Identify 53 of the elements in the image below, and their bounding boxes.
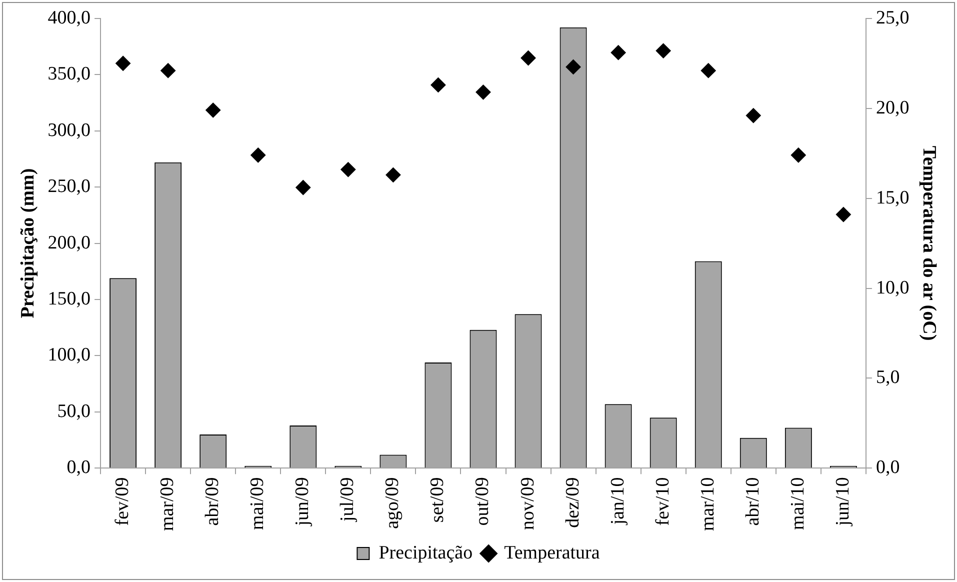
point	[296, 180, 311, 196]
point	[476, 84, 491, 100]
y-tick-label: 0,0	[66, 457, 91, 478]
x-tick-label: set/09	[427, 477, 448, 523]
point	[116, 56, 131, 71]
y2-tick-label: 5,0	[876, 367, 900, 388]
x-tick-label: jan/10	[607, 477, 628, 526]
x-tick-label: nov/09	[517, 477, 538, 530]
point	[386, 167, 401, 182]
y-tick-label: 200,0	[48, 232, 91, 254]
point	[746, 108, 761, 124]
y2-axis-title: Temperatura do ar (oC)	[918, 146, 940, 341]
x-tick-label: mai/09	[247, 477, 268, 530]
point	[430, 77, 446, 92]
point	[700, 63, 716, 78]
point	[250, 148, 266, 163]
x-tick-label: jun/09	[292, 477, 314, 527]
x-tick-label: fev/10	[652, 477, 674, 526]
x-tick-label: dez/09	[562, 477, 584, 528]
y2-tick-label: 0,0	[876, 457, 900, 478]
x-tick-label: mai/10	[787, 477, 808, 530]
x-tick-label: fev/09	[112, 477, 134, 526]
point	[656, 43, 671, 58]
legend-label: Precipitação	[378, 542, 473, 564]
y-tick-label: 50,0	[57, 400, 91, 422]
y-axis-title: Precipitação (mm)	[17, 168, 38, 318]
point	[206, 102, 221, 118]
y2-tick-label: 10,0	[876, 277, 910, 298]
x-tick-label: mar/10	[697, 477, 718, 532]
x-tick-label: jun/10	[832, 477, 854, 527]
point	[610, 45, 626, 60]
x-tick-label: out/09	[472, 477, 494, 526]
point	[836, 207, 851, 222]
point	[566, 59, 581, 74]
y2-tick-label: 15,0	[876, 187, 910, 208]
x-tick-label: jul/09	[337, 477, 358, 523]
y-tick-label: 150,0	[48, 288, 91, 310]
y2-tick-label: 20,0	[876, 97, 910, 118]
y-tick-label: 250,0	[48, 176, 91, 198]
x-tick-label: ago/09	[382, 477, 404, 529]
point	[520, 50, 536, 66]
y-tick-label: 400,0	[48, 7, 91, 28]
y-tick-label: 100,0	[48, 344, 91, 366]
legend-label: Temperatura	[504, 542, 600, 564]
x-tick-label: abr/09	[202, 477, 224, 526]
x-tick-label: mar/09	[157, 477, 178, 532]
y-tick-label: 350,0	[48, 64, 91, 85]
y2-tick-label: 25,0	[876, 7, 910, 28]
point	[160, 63, 176, 78]
point	[340, 162, 356, 178]
y-tick-label: 300,0	[48, 120, 91, 141]
point	[790, 148, 806, 163]
x-tick-label: abr/10	[742, 477, 764, 526]
